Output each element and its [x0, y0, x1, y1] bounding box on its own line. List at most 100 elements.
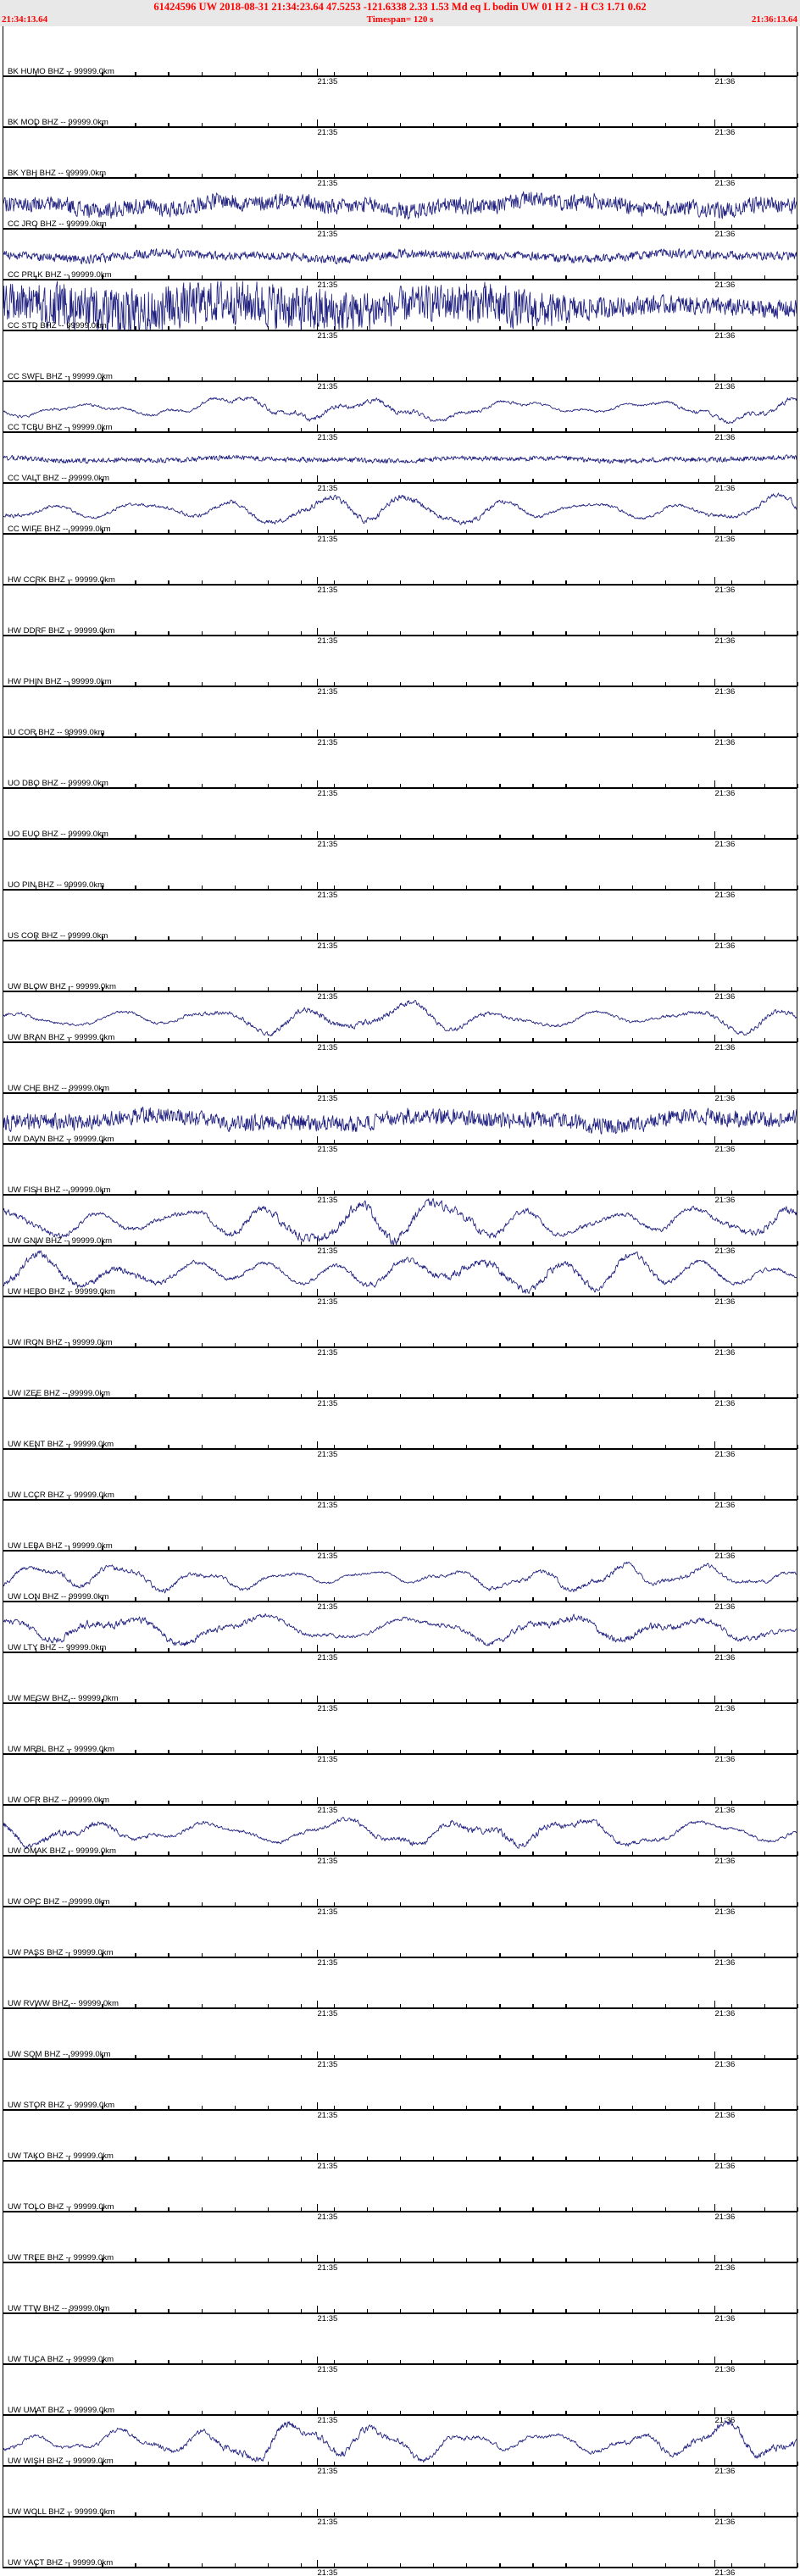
trace-row[interactable]: CC STD BHZ -- 99999.0km 21:35 21:36 — [0, 280, 800, 341]
trace-row[interactable]: UW LEBA BHZ -- 99999.0km 21:35 21:36 — [0, 1501, 800, 1561]
trace-row[interactable]: CC JRO BHZ -- 99999.0km 21:35 21:36 — [0, 179, 800, 239]
trace-row[interactable]: UW RVWW BHZ -- 99999.0km 21:35 21:36 — [0, 1958, 800, 2018]
time-axis — [3, 330, 797, 331]
trace-row[interactable]: CC SWFL BHZ -- 99999.0km 21:35 21:36 — [0, 331, 800, 391]
time-axis — [3, 2160, 797, 2162]
time-axis — [3, 1550, 797, 1552]
time-ticks — [3, 2204, 799, 2212]
waveform-trace — [3, 26, 797, 77]
time-ticks — [3, 1085, 799, 1093]
waveform-trace — [3, 128, 797, 179]
trace-row[interactable]: UW OFR BHZ -- 99999.0km 21:35 21:36 — [0, 1755, 800, 1815]
trace-row[interactable]: UW TUCA BHZ -- 99999.0km 21:35 21:36 — [0, 2314, 800, 2374]
trace-row[interactable]: UW WOLL BHZ -- 99999.0km 21:35 21:36 — [0, 2467, 800, 2527]
waveform-trace — [3, 2009, 797, 2060]
trace-row[interactable]: UO DBO BHZ -- 99999.0km 21:35 21:36 — [0, 738, 800, 798]
trace-row[interactable]: UW LCCR BHZ -- 99999.0km 21:35 21:36 — [0, 1450, 800, 1510]
trace-frame — [3, 840, 797, 891]
trace-row[interactable]: HW CCRK BHZ -- 99999.0km 21:35 21:36 — [0, 535, 800, 595]
trace-row[interactable]: UW STOR BHZ -- 99999.0km 21:35 21:36 — [0, 2060, 800, 2120]
time-ticks — [3, 221, 799, 229]
station-label: UW STOR BHZ -- 99999.0km — [8, 2101, 115, 2110]
trace-frame — [3, 1704, 797, 1755]
trace-row[interactable]: UO EUO BHZ -- 99999.0km 21:35 21:36 — [0, 789, 800, 849]
time-tick-label: 21:35 — [317, 1145, 338, 1154]
station-label: CC TCBU BHZ -- 99999.0km — [8, 423, 113, 432]
time-tick-label: 21:35 — [317, 1196, 338, 1205]
time-axis — [3, 1143, 797, 1145]
trace-row[interactable]: UW MRBL BHZ -- 99999.0km 21:35 21:36 — [0, 1704, 800, 1764]
trace-row[interactable]: CC TCBU BHZ -- 99999.0km 21:35 21:36 — [0, 382, 800, 442]
trace-frame — [3, 789, 797, 840]
trace-row[interactable]: UW IRON BHZ -- 99999.0km 21:35 21:36 — [0, 1297, 800, 1357]
trace-row[interactable]: UW PASS BHZ -- 99999.0km 21:35 21:36 — [0, 1907, 800, 1968]
trace-row[interactable]: UW LON BHZ -- 99999.0km 21:35 21:36 — [0, 1552, 800, 1612]
trace-row[interactable]: UW TAKO BHZ -- 99999.0km 21:35 21:36 — [0, 2111, 800, 2171]
trace-frame — [3, 1043, 797, 1094]
trace-row[interactable]: UW OMAK BHZ -- 99999.0km 21:35 21:36 — [0, 1806, 800, 1866]
trace-row[interactable]: UW TREE BHZ -- 99999.0km 21:35 21:36 — [0, 2212, 800, 2273]
trace-row[interactable]: UW WISH BHZ -- 99999.0km 21:35 21:36 — [0, 2416, 800, 2476]
time-tick-label: 21:35 — [317, 738, 338, 747]
trace-row[interactable]: IU COR BHZ -- 99999.0km 21:35 21:36 — [0, 687, 800, 747]
trace-row[interactable]: HW PHIN BHZ -- 99999.0km 21:35 21:36 — [0, 636, 800, 697]
time-tick-label: 21:35 — [317, 1043, 338, 1052]
trace-row[interactable]: UO PIN BHZ -- 99999.0km 21:35 21:36 — [0, 840, 800, 900]
trace-row[interactable]: UW FISH BHZ -- 99999.0km 21:35 21:36 — [0, 1145, 800, 1205]
time-tick-label: 21:36 — [714, 738, 736, 747]
trace-row[interactable]: UW MEGW BHZ -- 99999.0km 21:35 21:36 — [0, 1653, 800, 1713]
time-tick-label: 21:35 — [317, 484, 338, 493]
waveform-trace — [3, 77, 797, 128]
time-ticks — [3, 1696, 799, 1703]
waveform-trace — [3, 1094, 797, 1145]
time-tick-label: 21:35 — [317, 2365, 338, 2374]
time-axis — [3, 2363, 797, 2365]
trace-row[interactable]: UW BRAN BHZ -- 99999.0km 21:35 21:36 — [0, 992, 800, 1052]
trace-row[interactable]: UW BLOW BHZ -- 99999.0km 21:35 21:36 — [0, 941, 800, 1002]
time-ticks — [3, 170, 799, 178]
trace-row[interactable]: UW TOLO BHZ -- 99999.0km 21:35 21:36 — [0, 2162, 800, 2222]
station-label: UW SQM BHZ -- 99999.0km — [8, 2050, 111, 2059]
trace-row[interactable]: CC WIFE BHZ -- 99999.0km 21:35 21:36 — [0, 484, 800, 544]
trace-row[interactable]: UW GNW BHZ -- 99999.0km 21:35 21:36 — [0, 1196, 800, 1256]
trace-row[interactable]: UW OPC BHZ -- 99999.0km 21:35 21:36 — [0, 1857, 800, 1917]
trace-row[interactable]: UW HEBO BHZ -- 99999.0km 21:35 21:36 — [0, 1246, 800, 1307]
time-axis — [3, 2567, 797, 2568]
trace-row[interactable]: CC PRLK BHZ -- 99999.0km 21:35 21:36 — [0, 230, 800, 290]
time-axis — [3, 1448, 797, 1450]
time-axis — [3, 1194, 797, 1196]
trace-row[interactable]: BK MOD BHZ -- 99999.0km 21:35 21:36 — [0, 77, 800, 137]
trace-row[interactable]: UW TTW BHZ -- 99999.0km 21:35 21:36 — [0, 2263, 800, 2323]
waveform-trace — [3, 1501, 797, 1552]
time-tick-label: 21:36 — [714, 636, 736, 646]
trace-frame — [3, 331, 797, 382]
trace-row[interactable]: UW LTY BHZ -- 99999.0km 21:35 21:36 — [0, 1602, 800, 1663]
time-ticks — [3, 2102, 799, 2110]
trace-frame — [3, 941, 797, 992]
time-tick-label: 21:36 — [714, 1196, 736, 1205]
trace-row[interactable]: UW DAVN BHZ -- 99999.0km 21:35 21:36 — [0, 1094, 800, 1154]
trace-frame — [3, 1857, 797, 1907]
trace-row[interactable]: HW DDRF BHZ -- 99999.0km 21:35 21:36 — [0, 586, 800, 646]
time-tick-label: 21:35 — [317, 2518, 338, 2527]
trace-row[interactable]: UW UMAT BHZ -- 99999.0km 21:35 21:36 — [0, 2365, 800, 2425]
station-label: HW PHIN BHZ -- 99999.0km — [8, 677, 112, 686]
trace-row[interactable]: UW SQM BHZ -- 99999.0km 21:35 21:36 — [0, 2009, 800, 2069]
station-label: UW LCCR BHZ -- 99999.0km — [8, 1491, 114, 1500]
time-axis — [3, 1092, 797, 1094]
trace-row[interactable]: UW KENT BHZ -- 99999.0km 21:35 21:36 — [0, 1399, 800, 1459]
trace-row[interactable]: CC VALT BHZ -- 99999.0km 21:35 21:36 — [0, 433, 800, 493]
waveform-trace — [3, 2467, 797, 2518]
trace-row[interactable]: BK YBH BHZ -- 99999.0km 21:35 21:36 — [0, 128, 800, 188]
trace-row[interactable]: UW IZEE BHZ -- 99999.0km 21:35 21:36 — [0, 1348, 800, 1408]
station-label: UW RVWW BHZ -- 99999.0km — [8, 1999, 119, 2008]
trace-row[interactable]: UW CHE BHZ -- 99999.0km 21:35 21:36 — [0, 1043, 800, 1103]
trace-frame — [3, 26, 797, 77]
time-ticks — [3, 272, 799, 280]
waveform-trace — [3, 2314, 797, 2365]
waveform-trace — [3, 1704, 797, 1755]
time-tick-label: 21:36 — [714, 586, 736, 595]
trace-row[interactable]: US COR BHZ -- 99999.0km 21:35 21:36 — [0, 891, 800, 951]
trace-row[interactable]: UW YACT BHZ -- 99999.0km 21:35 21:36 — [0, 2518, 800, 2576]
trace-row[interactable]: BK HUMO BHZ -- 99999.0km 21:35 21:36 — [0, 26, 800, 86]
